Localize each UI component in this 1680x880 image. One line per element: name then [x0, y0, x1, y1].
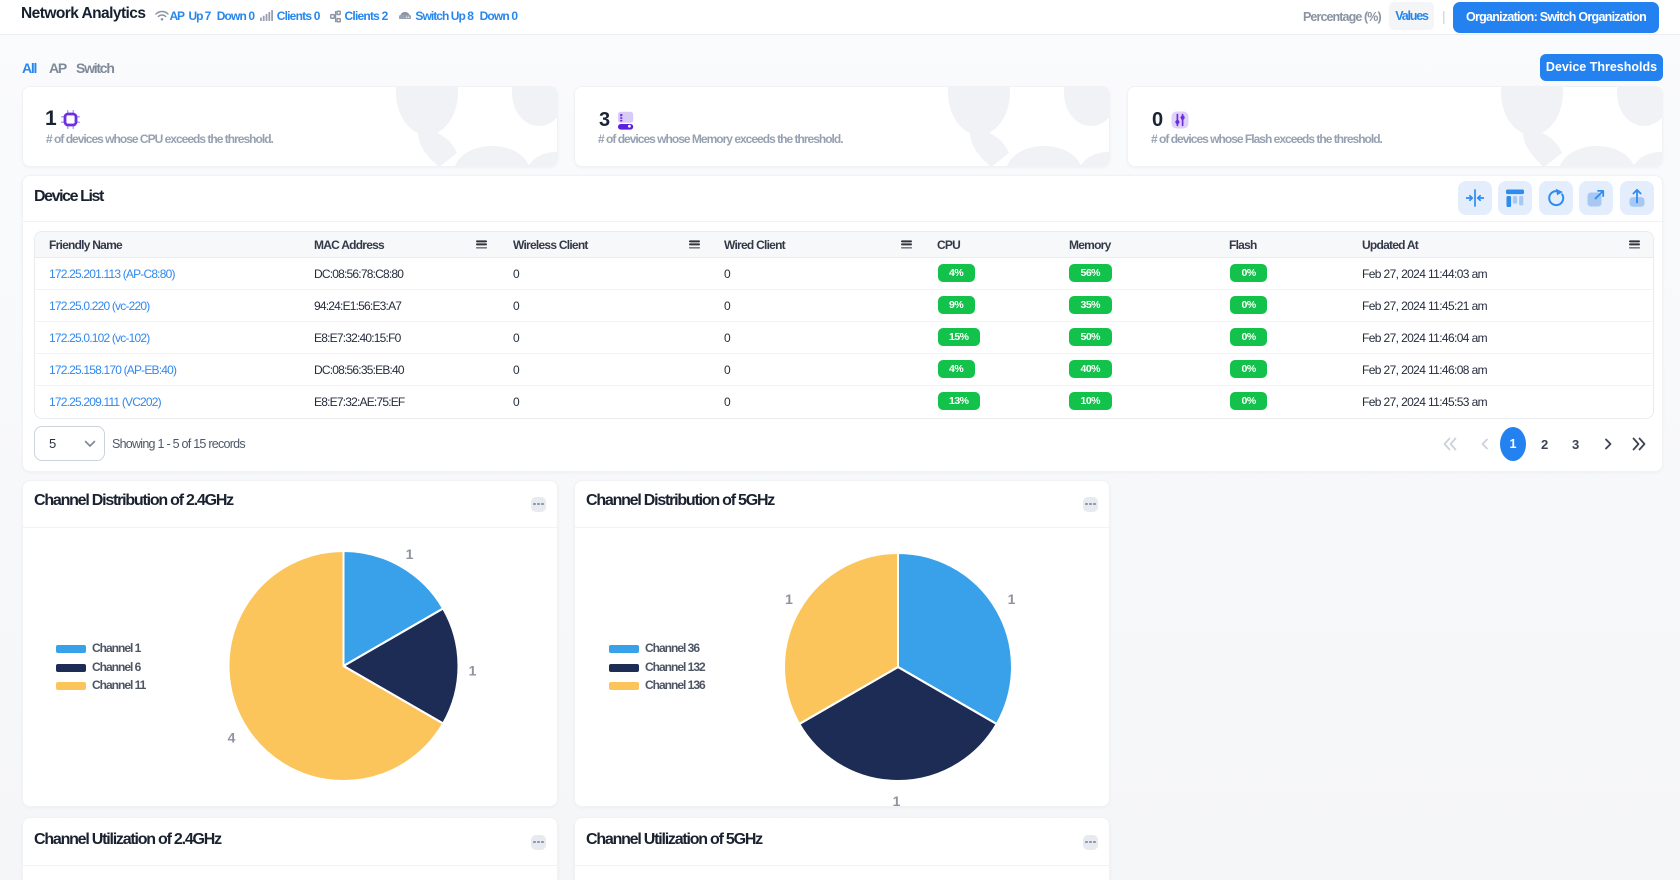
- svg-text:1: 1: [406, 546, 414, 562]
- svg-text:1: 1: [1008, 591, 1016, 607]
- svg-text:4: 4: [228, 730, 236, 746]
- svg-text:1: 1: [893, 793, 901, 808]
- svg-text:1: 1: [785, 591, 793, 607]
- svg-text:1: 1: [469, 663, 477, 679]
